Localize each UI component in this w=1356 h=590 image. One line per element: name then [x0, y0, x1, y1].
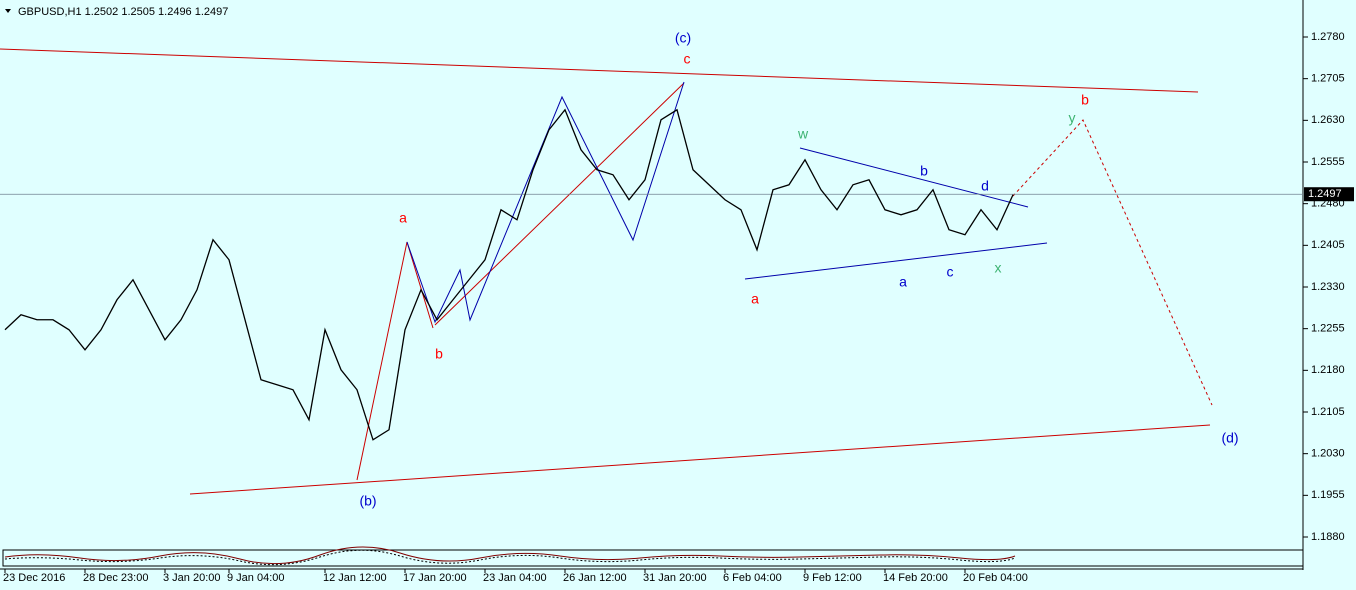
- wave-label: a: [899, 274, 907, 290]
- analysis-lines: [0, 48, 1213, 495]
- y-tick-label: 1.2030: [1311, 448, 1345, 460]
- wave-label: y: [1069, 110, 1076, 126]
- triangle-line: [799, 147, 1029, 208]
- triangle-line: [744, 242, 1048, 280]
- x-tick-label: 14 Feb 20:00: [883, 572, 948, 584]
- wave-label: (b): [359, 493, 376, 509]
- last-price-label: 1.2497: [1308, 188, 1342, 200]
- wave-label: c: [947, 264, 954, 280]
- x-tick-label: 9 Jan 04:00: [227, 572, 285, 584]
- y-tick-label: 1.1955: [1311, 489, 1345, 501]
- wave-line: [406, 81, 685, 324]
- wave-label: b: [920, 163, 928, 179]
- wave-label: a: [751, 291, 759, 307]
- x-tick-label: 9 Feb 12:00: [803, 572, 862, 584]
- wave-label: c: [684, 51, 691, 67]
- y-tick-label: 1.2180: [1311, 364, 1345, 376]
- channel-line: [0, 48, 1199, 93]
- x-tick-label: 23 Dec 2016: [3, 572, 65, 584]
- wave-label: b: [435, 346, 443, 362]
- y-tick-label: 1.2105: [1311, 406, 1345, 418]
- wave-line: [434, 82, 685, 326]
- y-tick-label: 1.1880: [1311, 531, 1345, 543]
- y-tick-label: 1.2405: [1311, 239, 1345, 251]
- y-tick-label: 1.2555: [1311, 156, 1345, 168]
- y-tick-label: 1.2780: [1311, 31, 1345, 43]
- y-tick-label: 1.2630: [1311, 114, 1345, 126]
- wave-label: (c): [675, 30, 691, 46]
- wave-label: d: [981, 178, 989, 194]
- x-tick-label: 23 Jan 04:00: [483, 572, 547, 584]
- wave-label: b: [1081, 92, 1089, 108]
- y-tick-label: 1.2705: [1311, 73, 1345, 85]
- menu-arrow[interactable]: [5, 9, 11, 13]
- channel-line: [189, 424, 1211, 495]
- price-line: [4, 108, 1014, 441]
- x-tick-label: 28 Dec 23:00: [83, 572, 148, 584]
- last-price-box: [1304, 187, 1354, 202]
- wave-label: a: [399, 210, 407, 226]
- y-tick-label: 1.2255: [1311, 323, 1345, 335]
- x-tick-label: 3 Jan 20:00: [163, 572, 221, 584]
- y-tick-label: 1.2330: [1311, 281, 1345, 293]
- x-tick-label: 31 Jan 20:00: [643, 572, 707, 584]
- x-tick-label: 26 Jan 12:00: [563, 572, 627, 584]
- wave-label: (d): [1221, 430, 1238, 446]
- wave-label: x: [995, 260, 1002, 276]
- x-tick-label: 17 Jan 20:00: [403, 572, 467, 584]
- x-tick-label: 12 Jan 12:00: [323, 572, 387, 584]
- indicator-panel: [2, 549, 1304, 567]
- indicator-line: [4, 546, 1016, 565]
- wave-label: w: [797, 126, 809, 142]
- chart-title: GBPUSD,H1 1.2502 1.2505 1.2496 1.2497: [18, 6, 228, 18]
- x-tick-label: 20 Feb 04:00: [963, 572, 1028, 584]
- x-tick-label: 6 Feb 04:00: [723, 572, 782, 584]
- indicator-line: [4, 549, 1016, 566]
- projection-line: [1012, 119, 1213, 406]
